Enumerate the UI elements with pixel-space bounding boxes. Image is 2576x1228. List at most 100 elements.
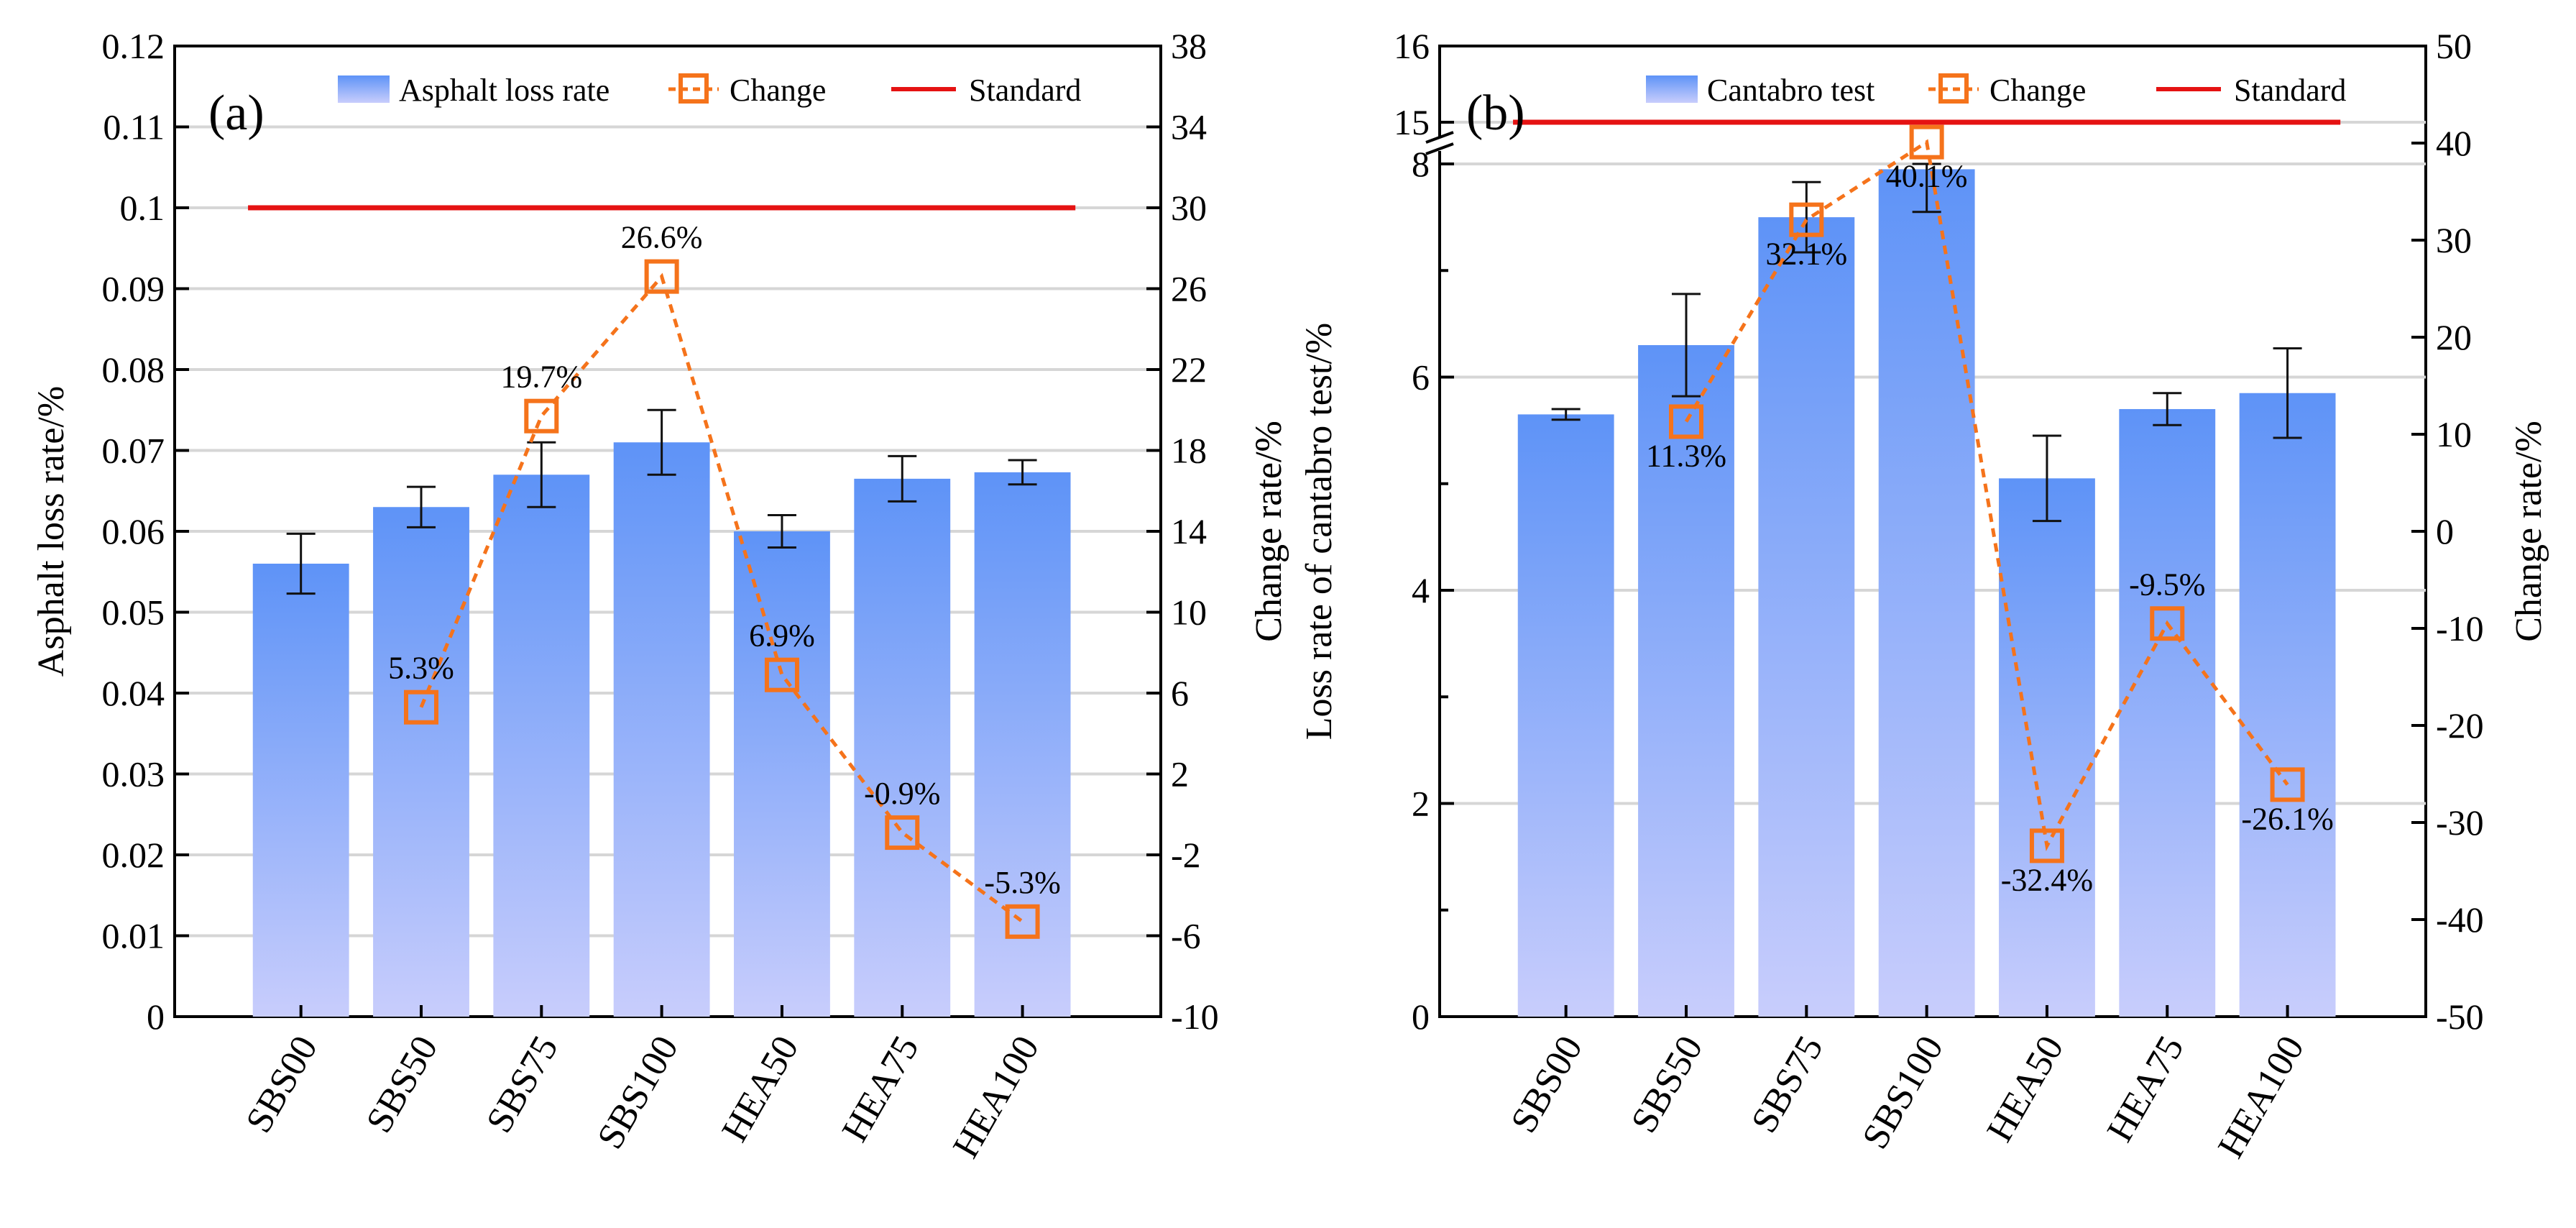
- y-tick-label-right: 40: [2436, 123, 2472, 163]
- change-marker: [1789, 202, 1824, 237]
- y-tick-label-left: 4: [1412, 570, 1430, 610]
- y-tick-label-right: -10: [2436, 608, 2484, 649]
- bar: [2239, 393, 2336, 1017]
- y-tick-label-right: -40: [2436, 899, 2484, 940]
- y-tick-label-left: 8: [1412, 144, 1430, 184]
- y-tick-label-right: 38: [1171, 26, 1207, 66]
- y-tick-label-right: -6: [1171, 916, 1201, 956]
- y-tick-label-right: -50: [2436, 996, 2484, 1037]
- bars: [1517, 162, 2336, 1017]
- y-tick-label-left: 0.06: [102, 511, 165, 551]
- change-marker: [1669, 404, 1703, 439]
- x-tick-label: SBS75: [1744, 1030, 1831, 1140]
- change-marker: [2270, 767, 2305, 802]
- y-tick-label-right: -20: [2436, 705, 2484, 746]
- y-axis-title-right: Change rate/%: [1248, 421, 1289, 642]
- y-tick-label-right: 34: [1171, 107, 1207, 147]
- change-data-label: -26.1%: [2241, 801, 2333, 836]
- change-data-label: 40.1%: [1886, 159, 1968, 194]
- legend: Cantabro test Change Standard: [1646, 73, 2346, 108]
- y-tick-label-right: 0: [2436, 511, 2454, 551]
- bar: [2119, 408, 2216, 1017]
- x-tick-label: SBS50: [359, 1030, 446, 1140]
- x-tick-label: HEA50: [1979, 1030, 2072, 1149]
- change-data-label: -32.4%: [2001, 862, 2093, 897]
- y-tick-label-left: 0.04: [102, 673, 165, 713]
- y-tick-label-right: -30: [2436, 802, 2484, 843]
- y-tick-label-left: 0: [147, 996, 165, 1037]
- legend-label-bars: Cantabro test: [1707, 73, 1874, 108]
- change-marker: [524, 398, 559, 434]
- axis-break-mark: [1425, 131, 1454, 155]
- y-tick-label-right: 30: [2436, 220, 2472, 260]
- y-tick-label-right: 10: [1171, 592, 1207, 633]
- x-axis: SBS00 SBS50 SBS75 SBS100 HEA50 HEA75 HEA100: [1503, 1005, 2312, 1165]
- y-tick-label-right: 14: [1171, 511, 1207, 551]
- y-tick-label-left: 0.12: [102, 26, 165, 66]
- y-tick-label-left: 0: [1412, 996, 1430, 1037]
- bar: [252, 564, 349, 1017]
- y-tick-label-left: 0.1: [120, 188, 165, 228]
- bar: [493, 475, 590, 1017]
- y-axis-left: 0 0.01 0.02 0.03 0.04 0.05 0.06 0.07 0.08 0.09 0.1…: [102, 26, 189, 1037]
- y-tick-label-left: 0.11: [103, 107, 165, 147]
- change-marker: [2029, 828, 2064, 863]
- y-tick-label-right: 50: [2436, 26, 2472, 66]
- y-axis-left: 0 2 4 6 815 16: [1394, 26, 1454, 1037]
- y-tick-label-left: 2: [1412, 784, 1430, 824]
- y-tick-label-right: -2: [1171, 835, 1201, 875]
- change-marker: [885, 815, 920, 851]
- change-data-label: -0.9%: [864, 776, 940, 811]
- legend-label-change: Change: [730, 73, 826, 108]
- legend-bar-swatch: [1646, 75, 1698, 103]
- y-tick-label-right: 18: [1171, 431, 1207, 471]
- x-tick-label: HEA75: [2099, 1030, 2192, 1149]
- y-tick-label-left: 0.05: [102, 592, 165, 633]
- change-marker: [404, 689, 438, 725]
- x-tick-label: HEA50: [714, 1030, 807, 1149]
- bar: [974, 472, 1071, 1017]
- change-data-label: 5.3%: [388, 651, 454, 686]
- change-line-path: [419, 272, 1024, 923]
- y-tick-label-right: 22: [1171, 349, 1207, 390]
- y-tick-label-left: 15: [1394, 102, 1430, 142]
- legend-label-bars: Asphalt loss rate: [399, 73, 610, 108]
- x-tick-label: SBS100: [1854, 1030, 1951, 1156]
- x-axis: SBS00 SBS50 SBS75 SBS100 HEA50 HEA75 HEA100: [238, 1005, 1047, 1165]
- y-tick-label-right: 30: [1171, 188, 1207, 228]
- change-marker: [1909, 124, 1944, 160]
- y-tick-label-right: 6: [1171, 673, 1189, 713]
- y-tick-label-right: 26: [1171, 269, 1207, 309]
- y-tick-label-right: 10: [2436, 414, 2472, 454]
- legend-label-standard: Standard: [2234, 73, 2346, 108]
- legend-change-swatch-marker: [1938, 73, 1969, 104]
- y-tick-label-left: 0.07: [102, 431, 165, 471]
- x-tick-label: HEA100: [2210, 1030, 2312, 1165]
- change-line: 11.3% 32.1% 40.1% -32.4% -9.5% -26.1%: [1646, 124, 2334, 897]
- x-tick-label: SBS50: [1624, 1030, 1711, 1140]
- change-line-path: [1684, 139, 2289, 851]
- bar: [1758, 217, 1855, 1017]
- y-tick-label-left: 0.03: [102, 754, 165, 794]
- bar: [373, 507, 469, 1017]
- change-marker: [2150, 606, 2185, 641]
- y-tick-label-left: 0.08: [102, 349, 165, 390]
- y-axis-title-left-secondary: Change rate/%: [1248, 421, 1289, 642]
- y-axis-title-left: Loss rate of cantabro test/%: [1299, 323, 1340, 740]
- legend-label-change: Change: [1990, 73, 2086, 108]
- change-data-label: 11.3%: [1646, 438, 1726, 473]
- bar: [854, 478, 951, 1017]
- bar: [734, 531, 830, 1017]
- x-tick-label: SBS100: [589, 1030, 686, 1156]
- change-data-label: -5.3%: [984, 865, 1060, 900]
- change-marker: [1005, 904, 1040, 939]
- change-data-label: -9.5%: [2129, 567, 2205, 602]
- bar: [1638, 345, 1734, 1017]
- panel-b: 11.3% 32.1% 40.1% -32.4% -9.5% -26.1% 0 2 4 6 815…: [1248, 26, 2549, 1165]
- legend-label-standard: Standard: [969, 73, 1081, 108]
- change-data-label: 26.6%: [621, 220, 703, 255]
- y-axis-title-right: Change rate/%: [2508, 421, 2549, 642]
- bar: [1999, 478, 2095, 1017]
